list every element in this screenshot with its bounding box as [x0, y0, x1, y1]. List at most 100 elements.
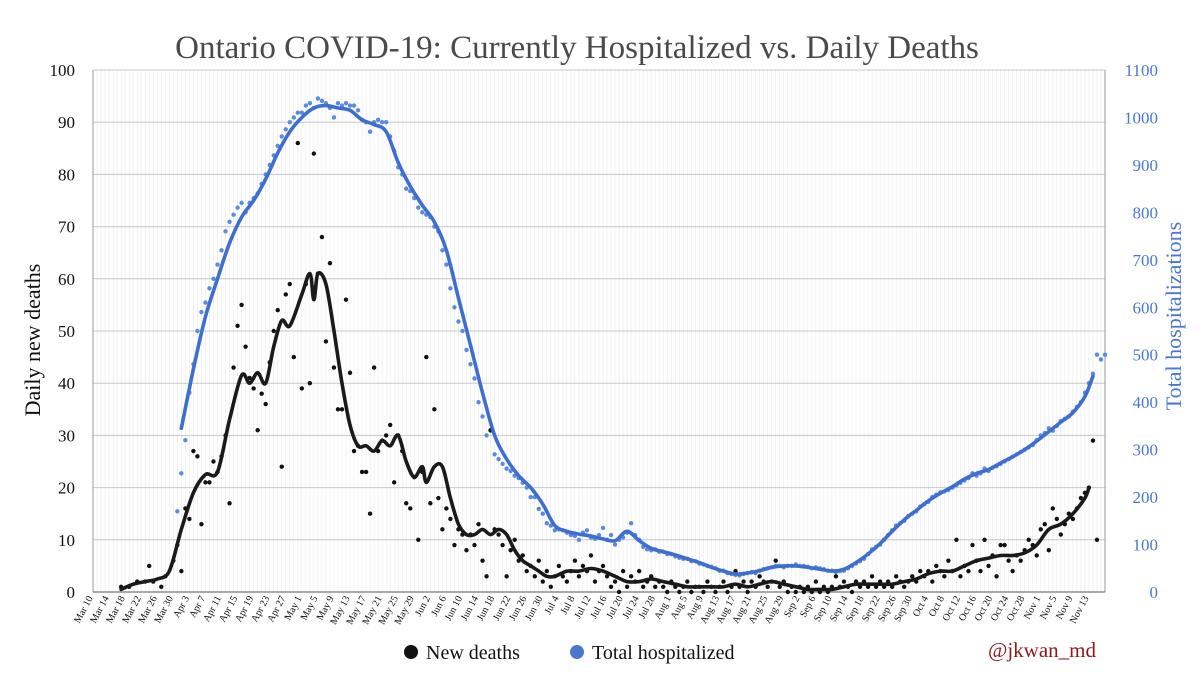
hospitalized-point — [444, 262, 449, 267]
death-point — [243, 344, 248, 349]
death-point — [279, 464, 284, 469]
death-point — [588, 553, 594, 558]
y-tick-label-right: 300 — [1133, 441, 1159, 460]
hospitalized-point — [420, 210, 425, 215]
hospitalized-point — [307, 101, 313, 106]
death-point — [187, 516, 192, 522]
death-point — [749, 579, 754, 584]
hospitalized-points — [175, 96, 1108, 578]
death-point — [624, 584, 630, 589]
y-tick-label-right: 500 — [1133, 346, 1159, 365]
y-tick-label-right: 1000 — [1124, 108, 1158, 127]
death-point — [512, 537, 517, 542]
death-point — [640, 584, 646, 589]
death-point — [436, 495, 441, 501]
death-point — [323, 339, 329, 344]
death-point — [371, 365, 377, 370]
x-tick-label: Jul 4 — [543, 594, 562, 616]
hospitalized-point — [628, 520, 634, 526]
death-point — [1006, 558, 1011, 563]
death-point — [363, 469, 369, 475]
death-point — [548, 584, 554, 589]
death-point — [966, 568, 971, 574]
y-tick-label-right: 200 — [1133, 488, 1159, 507]
death-point — [661, 584, 666, 589]
death-point — [801, 589, 807, 595]
hospitalized-point — [319, 98, 325, 104]
death-point — [287, 281, 292, 287]
hospitalized-point — [287, 120, 292, 125]
hospitalized-point — [600, 525, 606, 531]
hospitalized-point — [203, 300, 208, 305]
death-point — [721, 579, 726, 584]
death-point — [1058, 532, 1064, 537]
hospitalized-point — [504, 466, 509, 471]
hospitalized-point — [227, 219, 232, 225]
y-tick-label-left: 70 — [58, 218, 75, 237]
axes — [92, 70, 1106, 593]
hospitalized-point — [500, 461, 505, 467]
hospitalized-point — [464, 347, 469, 353]
death-point — [785, 589, 790, 595]
death-point — [934, 563, 939, 569]
death-point — [592, 579, 598, 584]
death-point — [331, 365, 337, 370]
death-point — [725, 589, 730, 595]
death-point — [958, 574, 963, 579]
death-point — [307, 381, 313, 386]
death-point — [207, 480, 212, 485]
y-tick-label-right: 400 — [1133, 393, 1159, 412]
death-point — [199, 521, 204, 527]
death-point — [319, 234, 325, 240]
death-point — [560, 574, 566, 579]
death-point — [653, 584, 658, 589]
legend-deaths-label: New deaths — [426, 642, 520, 664]
death-point — [235, 323, 240, 328]
death-point — [745, 589, 750, 595]
death-point — [576, 574, 582, 579]
legend-hospitalized-label: Total hospitalized — [592, 642, 734, 664]
death-point — [231, 365, 236, 370]
death-point — [239, 302, 244, 308]
death-point — [869, 574, 875, 579]
death-point — [484, 574, 489, 579]
death-point — [930, 579, 935, 584]
death-point — [777, 584, 782, 589]
hospitalized-point — [315, 96, 321, 101]
y-tick-label-right: 700 — [1133, 251, 1159, 270]
death-point — [833, 574, 839, 579]
death-point — [428, 501, 433, 506]
death-point — [263, 401, 268, 407]
death-point — [383, 433, 389, 438]
death-point — [608, 584, 614, 589]
death-point — [713, 589, 718, 595]
x-tick-label: Jun 2 — [413, 594, 433, 618]
y-tick-label-right: 1100 — [1125, 61, 1158, 80]
trend-lines — [119, 103, 1095, 592]
death-point — [440, 527, 445, 532]
y-tick-label-left: 80 — [58, 165, 75, 184]
death-point — [1054, 516, 1060, 522]
death-point — [628, 574, 634, 579]
legend: New deaths Total hospitalized — [404, 642, 734, 664]
death-point — [504, 574, 509, 579]
hospitalized-point — [355, 108, 361, 113]
author-credit: @jkwan_md — [988, 638, 1096, 662]
hospitalized-point — [383, 120, 389, 125]
death-point — [572, 558, 578, 563]
death-point — [685, 579, 690, 584]
death-point — [1034, 553, 1039, 558]
death-point — [1042, 521, 1047, 527]
death-point — [616, 589, 622, 595]
death-point — [299, 386, 305, 391]
y-tick-label-left: 30 — [58, 426, 75, 445]
death-point — [701, 589, 706, 595]
death-point — [275, 307, 280, 313]
death-point — [705, 579, 710, 584]
death-point — [472, 542, 477, 548]
legend-hospitalized-marker — [570, 645, 584, 659]
death-point — [942, 574, 947, 579]
death-point — [444, 506, 449, 511]
death-point — [954, 537, 959, 542]
hospitalized-point — [175, 509, 180, 514]
